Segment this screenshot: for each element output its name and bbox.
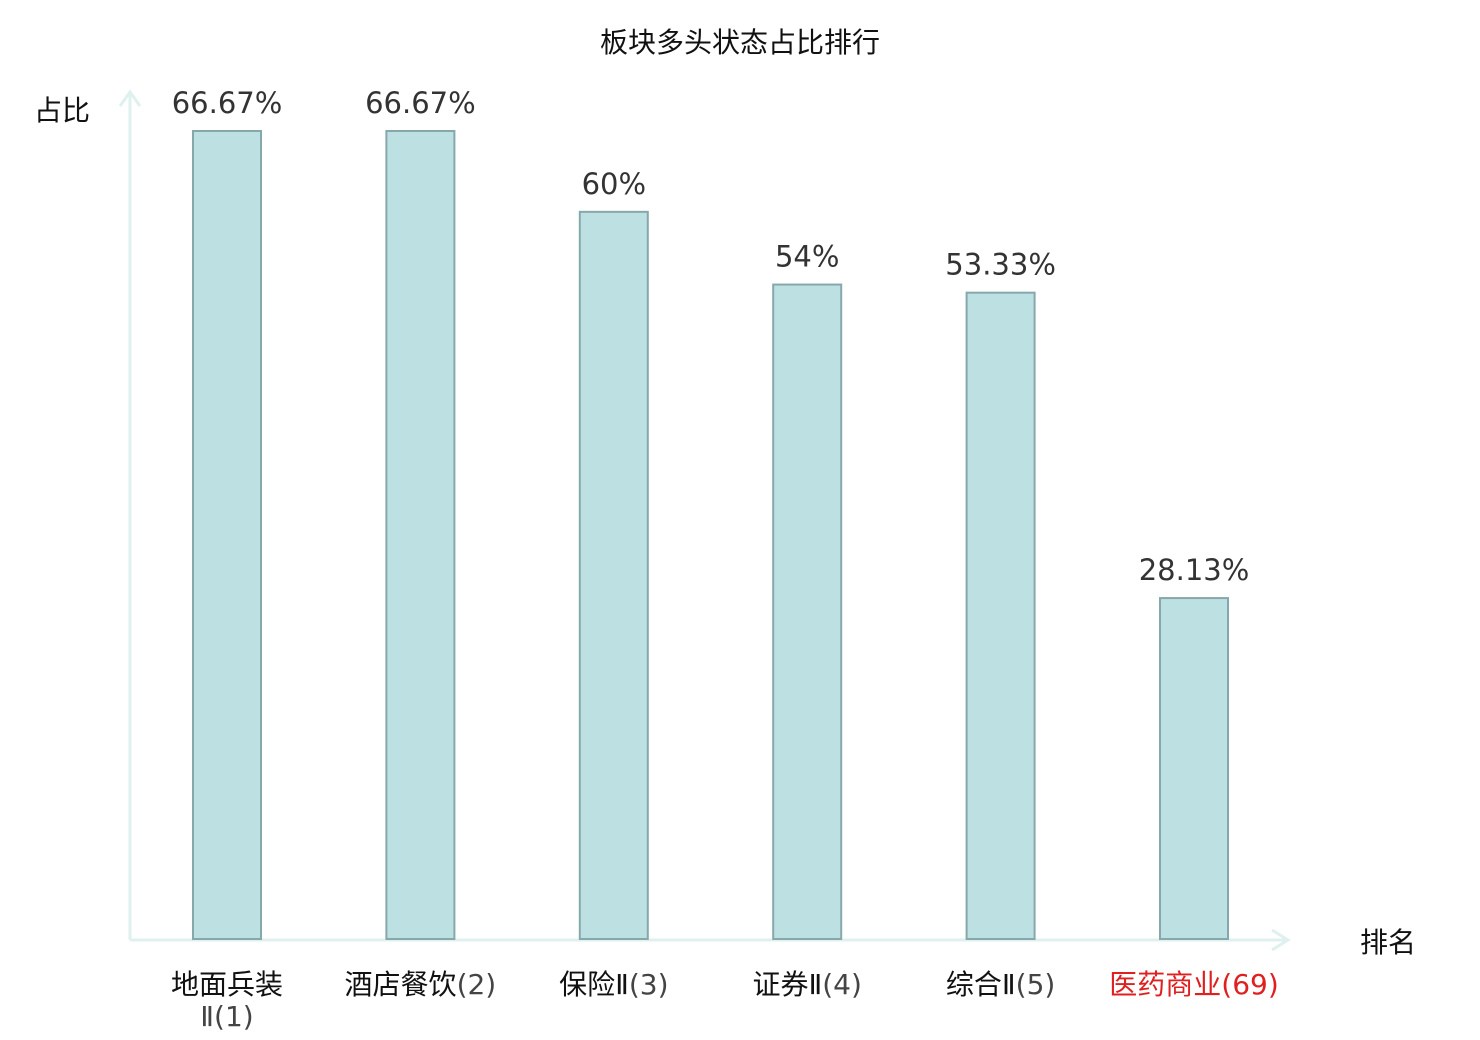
category-rank: (5): [1016, 968, 1056, 1001]
category-label: 医药商业(69): [1109, 968, 1279, 1001]
value-labels-group: 66.67% 66.67% 60% 54% 53.33% 28.13%: [172, 86, 1250, 587]
category-name: 医药商业: [1109, 968, 1221, 1001]
category-name: 综合Ⅱ: [946, 968, 1016, 1001]
bar: [578, 210, 649, 940]
category-rank: (69): [1221, 968, 1278, 1001]
category-label: 酒店餐饮(2): [345, 968, 497, 1001]
category-rank: Ⅱ(1): [200, 1000, 253, 1033]
bar: [772, 283, 843, 940]
category-labels-group: 地面兵装 Ⅱ(1) 酒店餐饮(2) 保险Ⅱ(3) 证券Ⅱ(4) 综合Ⅱ(5) 医药商业(69…: [171, 968, 1279, 1033]
bar: [1159, 597, 1229, 940]
category-label: 综合Ⅱ(5): [946, 968, 1055, 1001]
category-name: 地面兵装: [171, 968, 283, 1001]
bars-group: [192, 130, 1229, 940]
category-label: 地面兵装 Ⅱ(1): [171, 968, 283, 1033]
bar-value-label: 28.13%: [1139, 553, 1250, 587]
bar: [385, 130, 456, 940]
category-name: 保险Ⅱ: [559, 968, 629, 1001]
category-rank: (3): [629, 968, 669, 1001]
bar-value-label: 60%: [582, 167, 646, 201]
x-axis-arrow: [1271, 928, 1291, 952]
category-rank: (4): [822, 968, 862, 1001]
bar: [965, 291, 1036, 940]
bar-value-label: 66.67%: [365, 86, 476, 120]
category-name: 证券Ⅱ: [752, 968, 822, 1001]
y-axis-label: 占比: [34, 94, 90, 127]
chart-title: 板块多头状态占比排行: [600, 26, 880, 59]
category-rank: (2): [457, 968, 497, 1001]
bar-value-label: 53.33%: [945, 248, 1056, 282]
category-label: 证券Ⅱ(4): [752, 968, 861, 1001]
category-name: 酒店餐饮: [345, 968, 457, 1001]
bar-value-label: 66.67%: [172, 86, 283, 120]
category-label: 保险Ⅱ(3): [559, 968, 668, 1001]
y-axis-arrow: [118, 89, 142, 107]
x-axis-label: 排名: [1360, 926, 1416, 959]
bar: [192, 130, 262, 940]
bar-value-label: 54%: [775, 240, 839, 274]
